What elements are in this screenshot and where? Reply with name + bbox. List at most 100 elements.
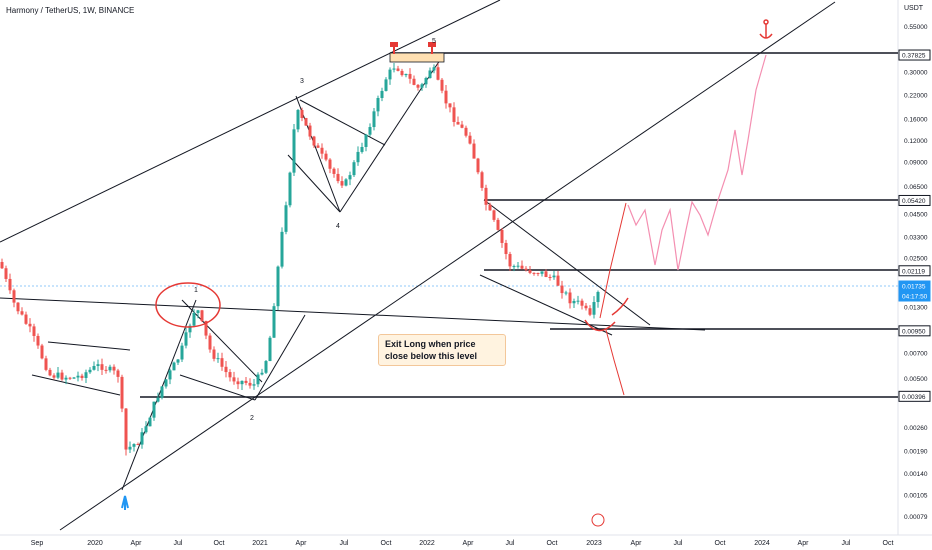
candle-body-148 bbox=[592, 302, 596, 315]
y-tick-9: 0.02500 bbox=[904, 255, 928, 262]
candle-body-93 bbox=[372, 111, 376, 128]
candle-body-102 bbox=[408, 73, 412, 79]
x-tick-6: Apr bbox=[296, 540, 308, 547]
x-tick-1: 2020 bbox=[87, 540, 103, 547]
candle-body-100 bbox=[400, 70, 404, 76]
candle-body-56 bbox=[224, 366, 228, 373]
candle-body-145 bbox=[580, 300, 584, 306]
candle-body-33 bbox=[132, 444, 136, 447]
candle-body-67 bbox=[268, 337, 272, 362]
candle-body-9 bbox=[36, 335, 40, 346]
candle-body-95 bbox=[380, 90, 384, 98]
candle-body-10 bbox=[40, 345, 44, 359]
y-tick-10: 0.01300 bbox=[904, 304, 928, 311]
candle-body-84 bbox=[336, 173, 340, 182]
candle-body-74 bbox=[296, 110, 300, 130]
y-tick-1: 0.30000 bbox=[904, 69, 928, 76]
candle-body-82 bbox=[328, 159, 332, 169]
candle-body-114 bbox=[456, 121, 460, 125]
y-tick-16: 0.00105 bbox=[904, 493, 928, 500]
candle-body-57 bbox=[228, 372, 232, 378]
candle-body-0 bbox=[0, 262, 4, 269]
candle-body-147 bbox=[588, 308, 592, 315]
x-tick-9: 2022 bbox=[419, 540, 435, 547]
candle-body-131 bbox=[524, 268, 528, 271]
candle-body-44 bbox=[176, 359, 180, 363]
candle-body-37 bbox=[148, 417, 152, 427]
candle-body-20 bbox=[80, 375, 84, 379]
candle-body-30 bbox=[120, 376, 124, 409]
candle-body-38 bbox=[152, 401, 156, 418]
wave-label-2: 2 bbox=[250, 415, 254, 422]
candle-body-46 bbox=[184, 332, 188, 346]
candle-body-73 bbox=[292, 129, 296, 173]
candle-body-51 bbox=[204, 320, 208, 336]
candle-body-121 bbox=[484, 187, 488, 205]
candle-body-89 bbox=[356, 151, 360, 163]
candle-body-52 bbox=[208, 335, 212, 350]
candles bbox=[0, 62, 600, 456]
candle-body-107 bbox=[428, 70, 432, 79]
x-tick-15: Jul bbox=[674, 540, 683, 547]
candle-body-29 bbox=[116, 370, 120, 377]
candle-body-14 bbox=[56, 372, 60, 378]
candle-body-28 bbox=[112, 366, 116, 371]
candle-body-113 bbox=[452, 107, 456, 122]
candle-body-143 bbox=[572, 300, 576, 304]
x-tick-7: Jul bbox=[340, 540, 349, 547]
candle-body-137 bbox=[548, 276, 552, 278]
candle-body-31 bbox=[124, 408, 128, 450]
candle-body-59 bbox=[236, 381, 240, 385]
candle-body-55 bbox=[220, 358, 224, 367]
candle-body-119 bbox=[476, 158, 480, 173]
candle-body-40 bbox=[160, 386, 164, 398]
candle-body-64 bbox=[256, 374, 260, 385]
y-tick-13: 0.00260 bbox=[904, 425, 928, 432]
candle-body-86 bbox=[344, 179, 348, 186]
candle-body-47 bbox=[188, 325, 192, 333]
candle-body-110 bbox=[440, 79, 444, 91]
projection-down bbox=[605, 329, 625, 396]
candle-body-43 bbox=[172, 362, 176, 371]
level-label-5: 0.00950 bbox=[902, 328, 926, 335]
candle-body-36 bbox=[144, 426, 148, 433]
candle-body-76 bbox=[304, 118, 308, 126]
candle-body-7 bbox=[28, 323, 32, 327]
x-tick-18: Apr bbox=[798, 540, 810, 547]
candle-body-92 bbox=[368, 127, 372, 135]
y-tick-7: 0.04500 bbox=[904, 211, 928, 218]
candle-body-87 bbox=[348, 175, 352, 180]
level-box-4 bbox=[898, 290, 931, 302]
x-tick-5: 2021 bbox=[252, 540, 268, 547]
level-label-1: 0.05420 bbox=[902, 198, 926, 205]
candle-body-6 bbox=[24, 314, 28, 324]
x-tick-20: Oct bbox=[883, 540, 894, 547]
candle-body-101 bbox=[404, 73, 408, 76]
candle-body-117 bbox=[468, 135, 472, 144]
y-tick-6: 0.06500 bbox=[904, 184, 928, 191]
candle-body-125 bbox=[500, 229, 504, 243]
level-box-1 bbox=[898, 194, 931, 206]
level-label-0: 0.37825 bbox=[902, 53, 926, 60]
candle-body-115 bbox=[460, 124, 464, 128]
level-box-6 bbox=[898, 390, 931, 402]
candle-body-141 bbox=[564, 292, 568, 294]
candle-body-140 bbox=[560, 285, 564, 294]
candle-body-149 bbox=[596, 291, 600, 303]
candle-body-24 bbox=[96, 364, 100, 367]
wave-labels: 1 2 3 4 5 bbox=[194, 38, 436, 422]
projection-path bbox=[627, 54, 767, 271]
y-tick-12: 0.00500 bbox=[904, 376, 928, 383]
candle-body-25 bbox=[100, 364, 104, 370]
candle-body-35 bbox=[140, 432, 144, 445]
candle-body-120 bbox=[480, 172, 484, 188]
anchor-icon bbox=[759, 19, 773, 39]
currency-label: USDT bbox=[904, 5, 924, 12]
candle-body-103 bbox=[412, 78, 416, 85]
arrow-up-icon bbox=[121, 495, 129, 510]
candle-body-128 bbox=[512, 266, 516, 268]
resistance-zone bbox=[389, 52, 445, 63]
candle-body-63 bbox=[252, 384, 256, 386]
candle-body-130 bbox=[520, 265, 524, 269]
